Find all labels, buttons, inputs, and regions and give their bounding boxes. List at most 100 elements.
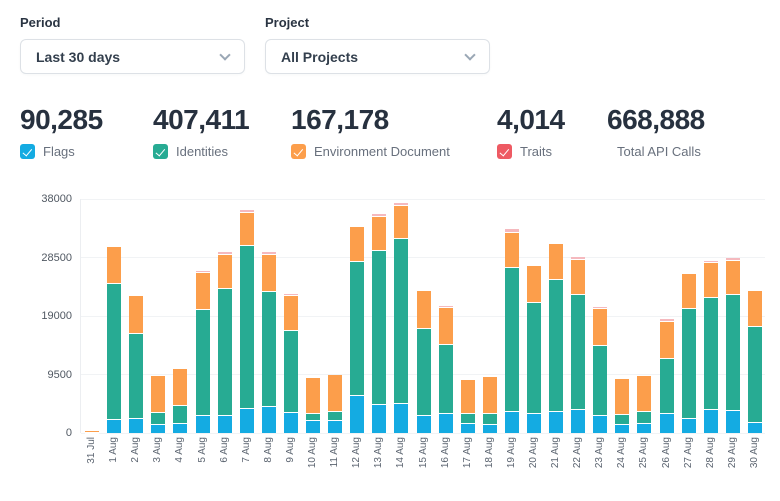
chevron-down-icon: [464, 48, 476, 61]
bar-segment-environment-document: [372, 216, 387, 250]
bar-segment-environment-document: [703, 262, 718, 297]
period-filter: Period Last 30 days: [20, 15, 245, 74]
bar-segment-identities: [593, 344, 608, 416]
x-tick-label: 25 Aug: [638, 437, 650, 469]
bar-segment-environment-document: [350, 227, 365, 261]
bar-segment-environment-document: [151, 376, 166, 412]
bar-6-aug[interactable]: [217, 251, 232, 433]
bar-14-aug[interactable]: [394, 203, 409, 433]
x-tick-label: 20 Aug: [527, 437, 539, 469]
bar-13-aug[interactable]: [372, 214, 387, 433]
bar-26-aug[interactable]: [659, 318, 674, 433]
bar-segment-identities: [703, 296, 718, 409]
bar-segment-traits: [283, 293, 298, 295]
bar-segment-flags: [328, 420, 343, 433]
bar-4-aug[interactable]: [173, 369, 188, 433]
bar-segment-identities: [328, 411, 343, 421]
bar-16-aug[interactable]: [438, 305, 453, 433]
gridline: [81, 432, 765, 434]
bar-25-aug[interactable]: [637, 375, 652, 433]
bar-segment-flags: [482, 424, 497, 433]
bar-segment-traits: [571, 257, 586, 259]
bar-segment-identities: [549, 279, 564, 412]
bar-segment-identities: [195, 309, 210, 415]
bar-11-aug[interactable]: [328, 375, 343, 433]
bar-segment-flags: [593, 415, 608, 433]
period-dropdown-value: Last 30 days: [36, 48, 121, 65]
bar-3-aug[interactable]: [151, 376, 166, 433]
bar-segment-identities: [261, 291, 276, 406]
bar-segment-environment-document: [283, 294, 298, 331]
bar-segment-identities: [460, 413, 475, 423]
x-tick-label: 10 Aug: [307, 437, 319, 469]
x-tick-label: 31 Jul: [86, 437, 98, 464]
bar-18-aug[interactable]: [482, 376, 497, 433]
bar-28-aug[interactable]: [703, 260, 718, 433]
bar-segment-flags: [703, 408, 718, 433]
bar-segment-environment-document: [261, 254, 276, 292]
bar-1-aug[interactable]: [107, 247, 122, 433]
x-tick-label: 16 Aug: [439, 437, 451, 469]
x-tick-label: 30 Aug: [748, 437, 760, 469]
period-dropdown[interactable]: Last 30 days: [20, 39, 245, 74]
bar-segment-environment-document: [217, 253, 232, 288]
bar-segment-environment-document: [129, 296, 144, 333]
bar-segment-traits: [438, 305, 453, 308]
bar-29-aug[interactable]: [725, 258, 740, 433]
bar-segment-traits: [261, 252, 276, 255]
project-dropdown-value: All Projects: [281, 48, 359, 65]
checkbox-checked-icon[interactable]: [20, 144, 35, 159]
bar-9-aug[interactable]: [283, 293, 298, 433]
bar-segment-environment-document: [195, 271, 210, 310]
checkbox-checked-icon[interactable]: [291, 144, 306, 159]
bar-segment-environment-document: [637, 375, 652, 412]
bar-10-aug[interactable]: [306, 377, 321, 433]
bar-19-aug[interactable]: [504, 229, 519, 433]
bar-segment-flags: [725, 410, 740, 433]
bar-22-aug[interactable]: [571, 257, 586, 433]
bar-segment-environment-document: [615, 379, 630, 415]
x-tick-label: 13 Aug: [373, 437, 385, 469]
bar-segment-traits: [372, 214, 387, 217]
bar-segment-environment-document: [328, 375, 343, 412]
bar-segment-identities: [637, 411, 652, 424]
bar-23-aug[interactable]: [593, 307, 608, 433]
checkbox-checked-icon[interactable]: [497, 144, 512, 159]
bar-17-aug[interactable]: [460, 380, 475, 433]
bar-segment-identities: [615, 414, 630, 425]
bar-20-aug[interactable]: [526, 266, 541, 433]
bar-24-aug[interactable]: [615, 379, 630, 433]
bar-21-aug[interactable]: [549, 244, 564, 433]
project-dropdown[interactable]: All Projects: [265, 39, 490, 74]
bar-segment-traits: [504, 229, 519, 232]
bar-2-aug[interactable]: [129, 295, 144, 433]
bar-segment-environment-document: [416, 291, 431, 329]
bar-segment-identities: [681, 308, 696, 419]
bar-5-aug[interactable]: [195, 270, 210, 433]
bar-31-jul[interactable]: [85, 431, 100, 433]
checkbox-checked-icon[interactable]: [153, 144, 168, 159]
bar-30-aug[interactable]: [747, 291, 762, 433]
bar-segment-flags: [549, 411, 564, 433]
x-tick-label: 2 Aug: [130, 437, 142, 463]
stat-traits: 4,014 Traits: [497, 105, 565, 159]
y-axis: 0 9500 19000 28500 38000: [0, 185, 72, 447]
bar-7-aug[interactable]: [239, 209, 254, 433]
bar-segment-environment-document: [549, 244, 564, 280]
stat-value-traits: 4,014: [497, 104, 565, 135]
bar-segment-environment-document: [504, 231, 519, 267]
y-tick-label: 38000: [41, 193, 72, 205]
bar-segment-flags: [151, 424, 166, 433]
x-tick-label: 6 Aug: [218, 437, 230, 463]
x-tick-label: 19 Aug: [505, 437, 517, 469]
bar-segment-flags: [460, 422, 475, 433]
bar-12-aug[interactable]: [350, 227, 365, 433]
bar-segment-traits: [217, 251, 232, 254]
bar-27-aug[interactable]: [681, 273, 696, 433]
bar-segment-flags: [107, 419, 122, 433]
stat-value-flags: 90,285: [20, 104, 103, 135]
bar-segment-environment-document: [593, 308, 608, 345]
bar-8-aug[interactable]: [261, 252, 276, 433]
bar-15-aug[interactable]: [416, 291, 431, 433]
